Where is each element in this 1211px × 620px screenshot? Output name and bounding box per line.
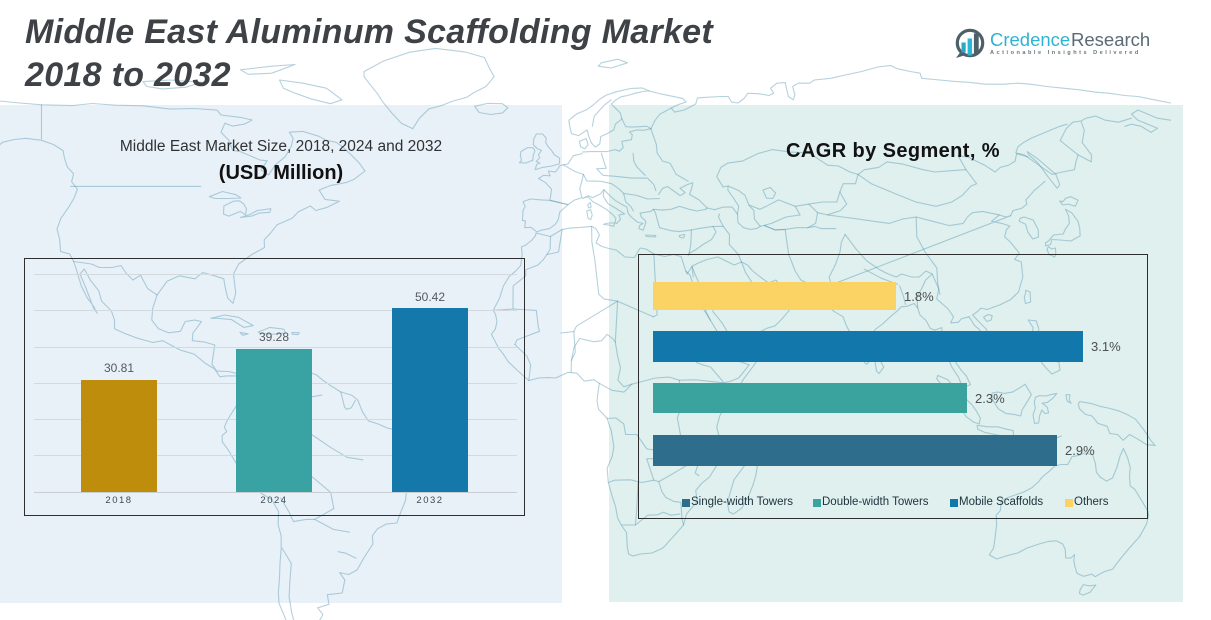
svg-text:Credence: Credence bbox=[990, 29, 1070, 50]
svg-text:Actionable Insights Delivered: Actionable Insights Delivered bbox=[990, 50, 1141, 56]
svg-text:Research: Research bbox=[1071, 29, 1150, 50]
